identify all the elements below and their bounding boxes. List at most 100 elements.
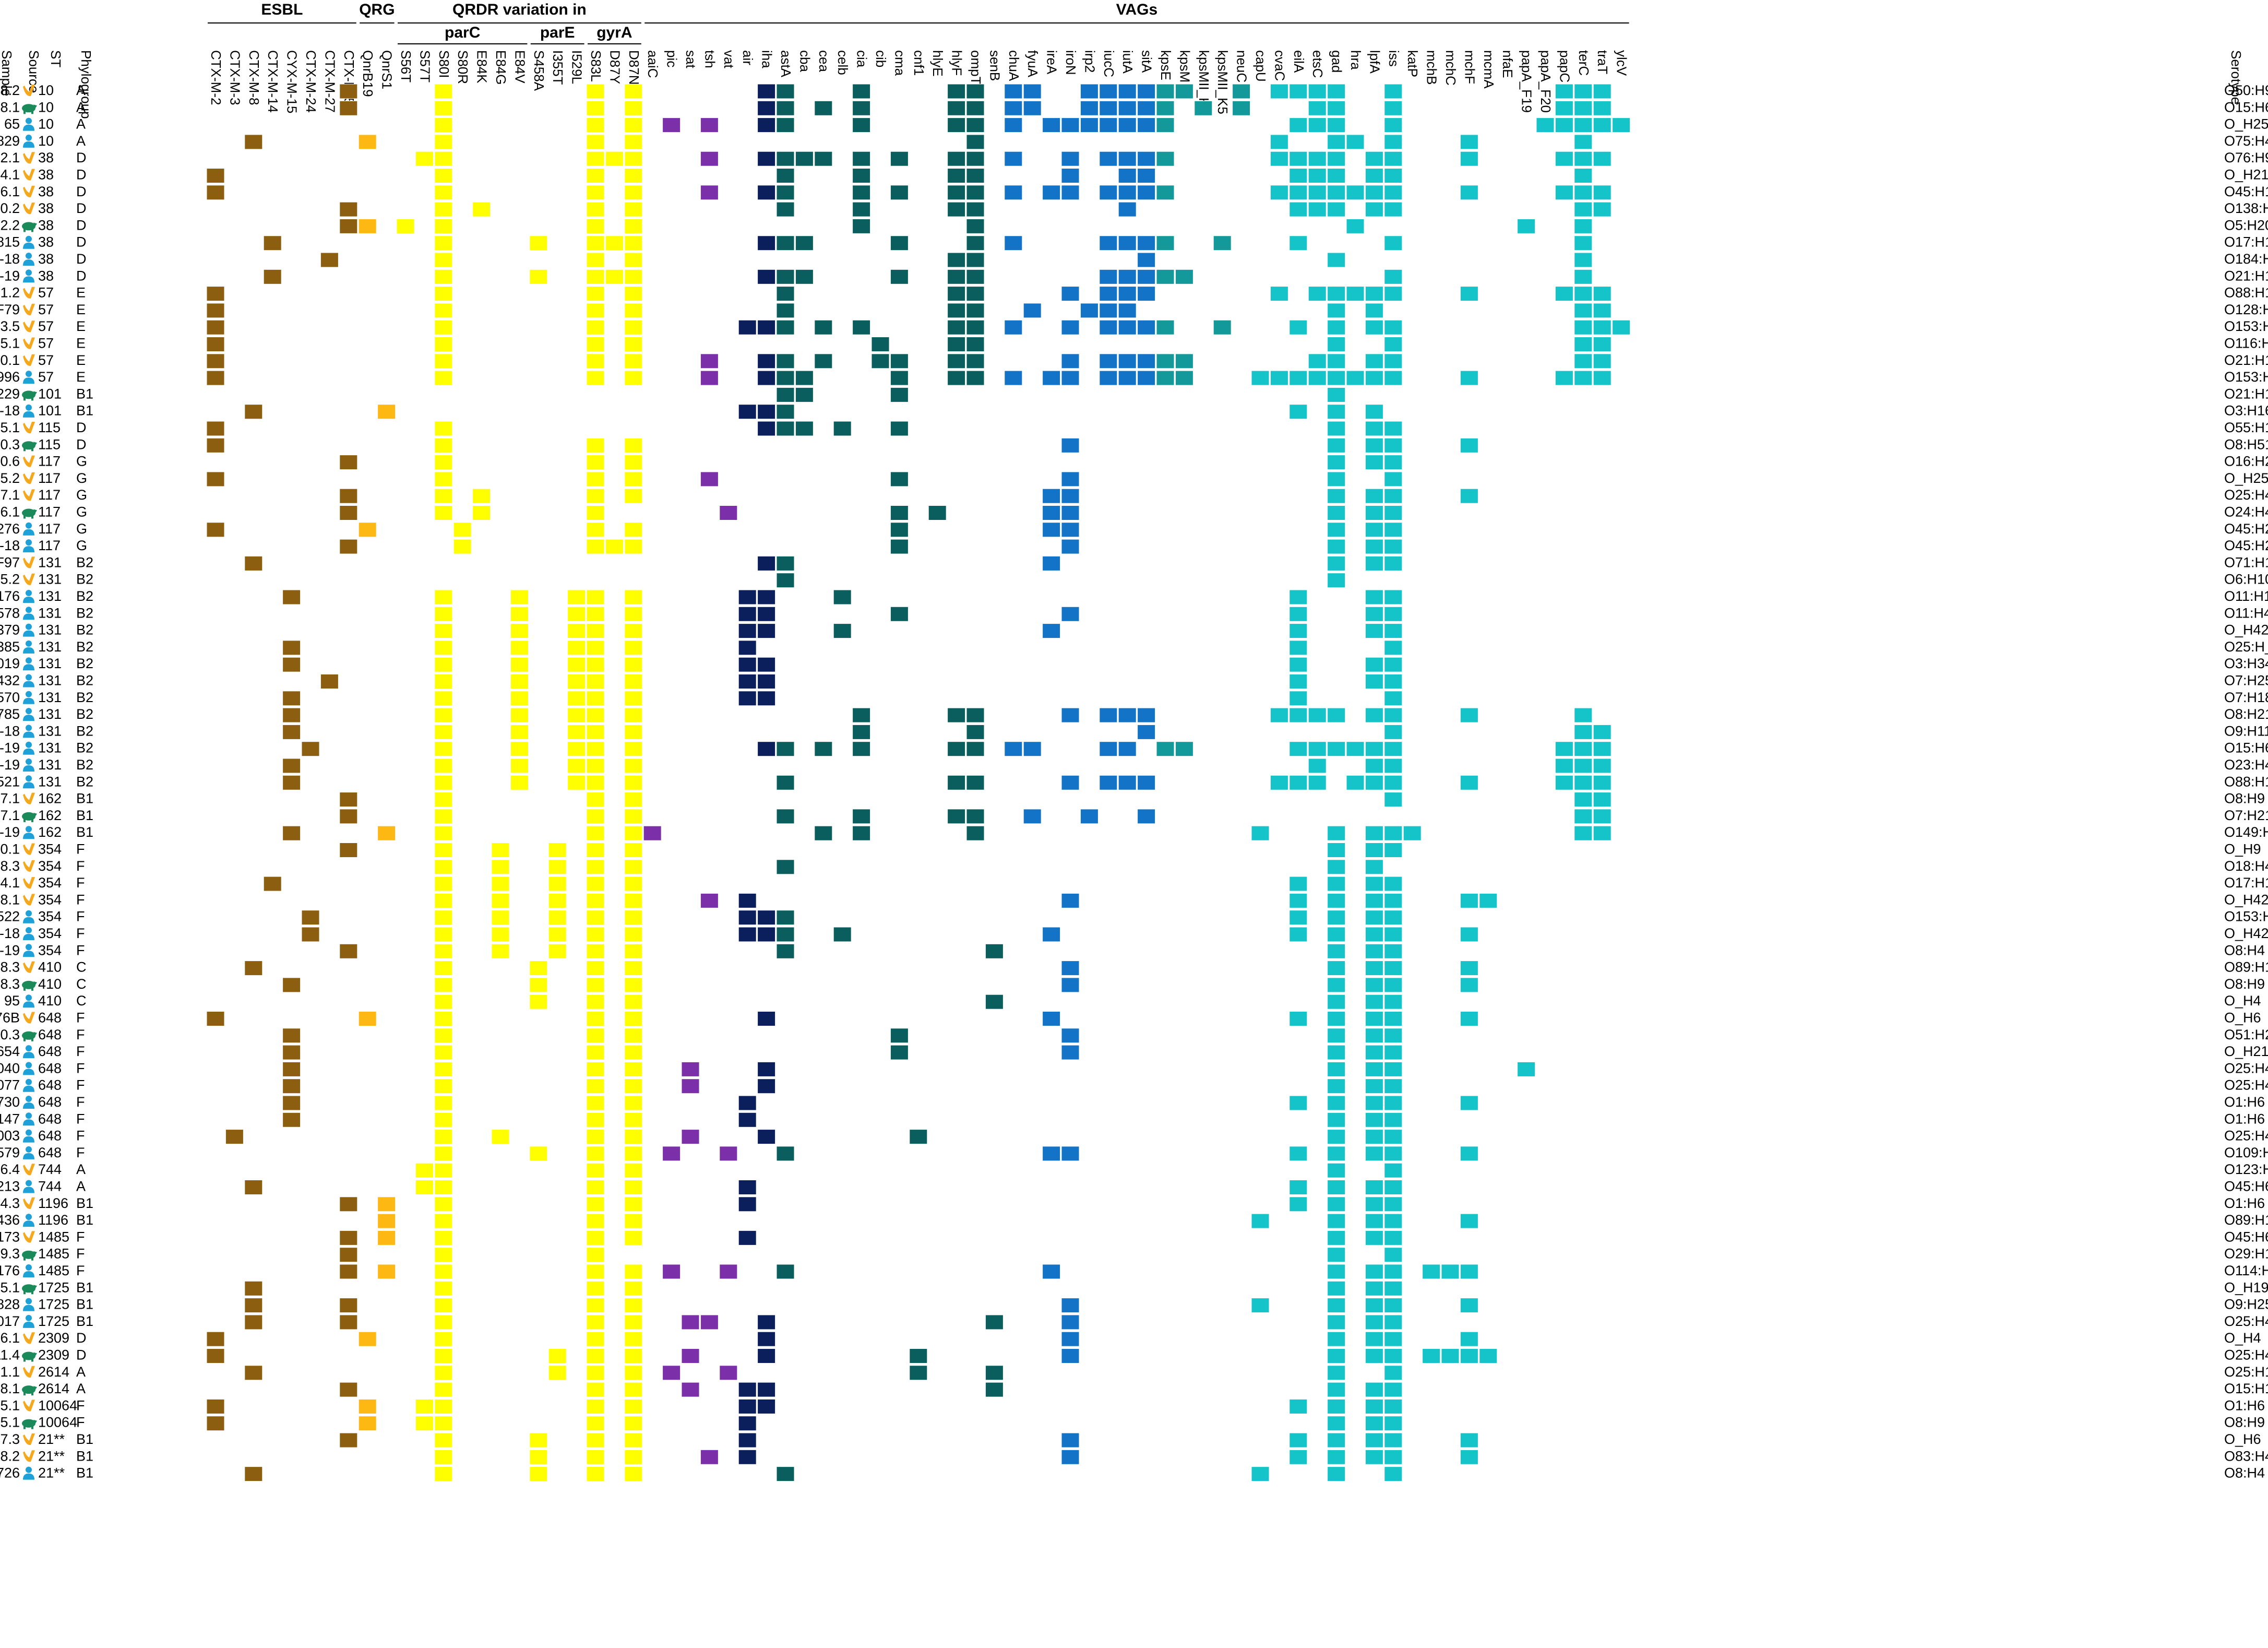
cell-terC <box>1574 319 1593 335</box>
human-icon <box>23 691 34 704</box>
phylogroup-label: D <box>76 251 87 267</box>
cell-S56T <box>396 218 415 234</box>
cell-hra <box>1346 286 1365 302</box>
cell-gad <box>1327 573 1346 588</box>
cell-astA <box>776 100 795 116</box>
cell-CTX-M-14 <box>263 269 282 284</box>
phylogroup-label: G <box>76 487 87 503</box>
human-icon <box>23 994 34 1008</box>
cell-capU <box>1251 1298 1270 1313</box>
cell-S80I <box>434 1466 453 1482</box>
column-header: senB <box>987 50 1002 81</box>
cell-chuA <box>1004 370 1023 386</box>
cell-iha <box>757 1011 776 1026</box>
serotype-label: O_H6 <box>2224 1010 2261 1026</box>
sample-label: F37.1 <box>0 487 20 503</box>
sample-label: 6785 <box>0 706 20 722</box>
cell-iutA <box>1118 151 1137 167</box>
cell-iroN <box>1061 185 1080 200</box>
sample-label: F50.2 <box>0 200 20 216</box>
cell-lpfA <box>1365 201 1383 217</box>
cell-CTX-M-27 <box>320 252 339 268</box>
sample-label: F48.1 <box>0 892 20 907</box>
cell-S83L <box>586 1112 605 1128</box>
cell-iutA <box>1118 117 1137 133</box>
cell-iutA <box>1118 235 1137 251</box>
cell-E84K <box>472 201 491 217</box>
cell-gad <box>1327 1466 1346 1482</box>
phylogroup-label: F <box>76 1415 85 1430</box>
cell-CTX-M-55 <box>339 1230 358 1246</box>
cell-S83L <box>586 252 605 268</box>
cell-CTX-M-8 <box>244 1365 263 1381</box>
cell-iha <box>757 269 776 284</box>
cell-papC <box>1555 758 1573 774</box>
cell-QnrS1 <box>377 1264 396 1279</box>
cell-astA <box>776 1466 795 1482</box>
phylogroup-label: E <box>76 352 86 368</box>
cell-mchF <box>1460 1095 1478 1111</box>
cell-vat <box>719 1264 738 1279</box>
phylogroup-label: B1 <box>76 1431 93 1447</box>
cell-iss <box>1384 471 1403 487</box>
cell-etsC <box>1308 117 1327 133</box>
phylogroup-label: C <box>76 959 87 975</box>
cell-D87N <box>624 606 643 622</box>
human-icon <box>23 1264 34 1277</box>
cell-traT <box>1593 370 1612 386</box>
cell-CYX-M-15 <box>282 825 301 841</box>
serotype-label: O25:H4 <box>2224 1077 2268 1093</box>
cell-lpfA <box>1365 353 1383 369</box>
cell-D87Y <box>605 539 624 554</box>
sample-label: F35.1 <box>0 336 20 351</box>
column-header: katP <box>1405 50 1421 77</box>
cell-neuC <box>1232 100 1251 116</box>
sample-label: F31.2 <box>0 285 20 301</box>
cell-S83L <box>586 1416 605 1431</box>
column-header: lpfA <box>1367 50 1382 74</box>
serotype-label: O50:H9 <box>2224 82 2268 98</box>
cell-ireA <box>1042 1264 1061 1279</box>
cell-S83L <box>586 1011 605 1026</box>
sample-label: P5.1 <box>0 1279 20 1295</box>
column-header: mchF <box>1462 50 1477 84</box>
st-label: 1725 <box>38 1297 69 1312</box>
cell-iha <box>757 185 776 200</box>
cell-traT <box>1593 84 1612 99</box>
cell-ireA <box>1042 505 1061 520</box>
human-icon <box>23 741 34 755</box>
cell-eilA <box>1289 84 1308 99</box>
cell-ylcV <box>1612 319 1631 335</box>
cell-S80I <box>434 151 453 167</box>
cell-ompT <box>966 201 985 217</box>
st-label: 2614 <box>38 1381 69 1396</box>
st-label: 21** <box>38 1431 65 1447</box>
column-header: pic <box>664 50 680 67</box>
cell-CTX-M-55 <box>339 1382 358 1397</box>
sample-label: 6521 <box>0 774 20 789</box>
st-label: 162 <box>38 808 62 823</box>
st-label: 1196 <box>38 1212 68 1228</box>
cell-mchF <box>1460 961 1478 976</box>
cell-lpfA <box>1365 859 1383 875</box>
cell-cma <box>890 606 909 622</box>
cell-kpsE <box>1156 185 1175 200</box>
cell-CTX-M-2 <box>206 286 225 302</box>
cell-S83L <box>586 994 605 1010</box>
column-header: S57T <box>417 50 433 82</box>
cell-lpfA <box>1365 1230 1383 1246</box>
phylogroup-label: G <box>76 470 87 486</box>
chicken-icon <box>23 1332 35 1344</box>
st-label: 10 <box>38 82 54 98</box>
cell-S57T <box>415 1180 434 1195</box>
cell-S80I <box>434 455 453 470</box>
cell-iroN <box>1061 1146 1080 1161</box>
cell-terC <box>1574 792 1593 808</box>
cell-ireA <box>1042 185 1061 200</box>
cell-D87N <box>624 623 643 639</box>
heatmap-cells <box>206 84 1631 1482</box>
sample-label: 22-18 <box>0 926 20 941</box>
human-icon <box>23 674 34 687</box>
cell-S83L <box>586 1061 605 1077</box>
cell-iucC <box>1099 185 1118 200</box>
